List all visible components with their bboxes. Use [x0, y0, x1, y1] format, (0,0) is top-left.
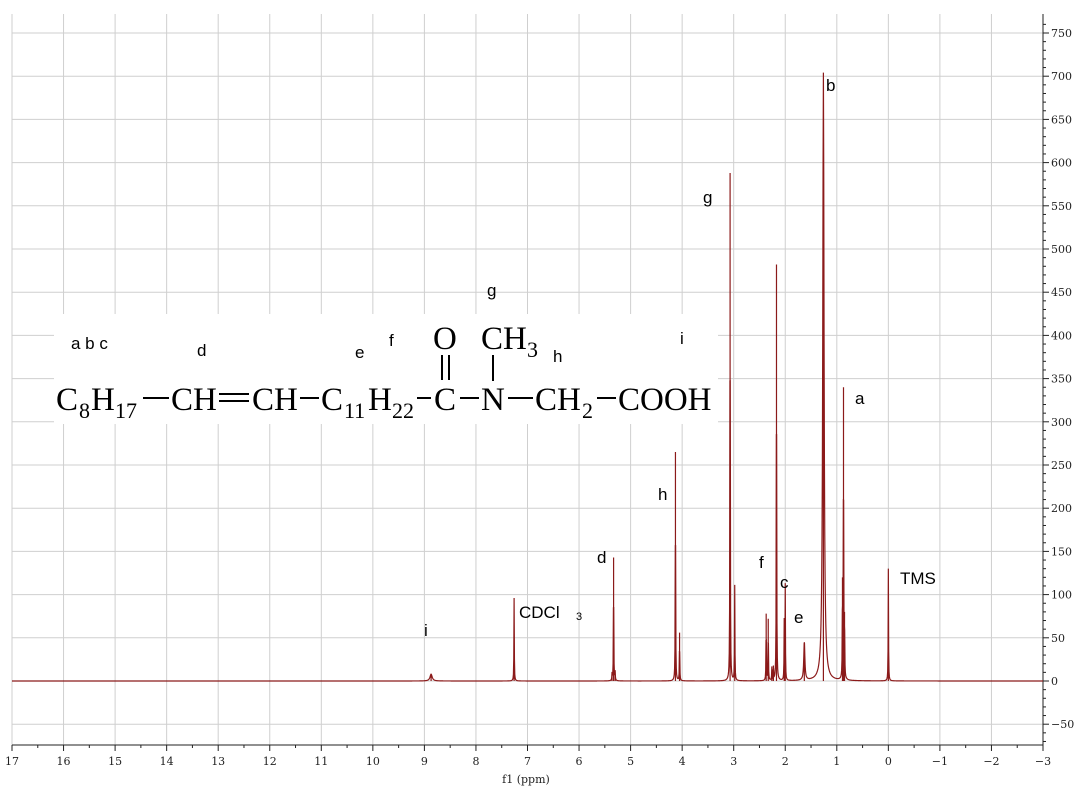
- formula-h17: H: [91, 382, 115, 418]
- x-axis-title: f1 (ppm): [502, 773, 550, 786]
- x-tick-label: 9: [421, 755, 428, 768]
- x-tick-label: 3: [730, 755, 737, 768]
- peak-label-f: f: [759, 553, 764, 572]
- x-tick-label: 15: [108, 755, 122, 768]
- peak-label-e: e: [794, 608, 803, 627]
- peak-labels: i CDCl 3 d h g fce b a TMS: [424, 76, 936, 640]
- y-tick-label: 150: [1051, 545, 1072, 558]
- x-tick-label: 6: [576, 755, 583, 768]
- atom-label-i: i: [680, 329, 684, 348]
- peak-label-a: a: [855, 389, 865, 408]
- atom-label-abc: a b c: [71, 334, 108, 353]
- formula-ch3-sub: 3: [527, 337, 538, 362]
- x-tick-label: 11: [314, 755, 328, 768]
- y-tick-label: 200: [1051, 502, 1072, 515]
- y-tick-label: −50: [1051, 718, 1074, 731]
- atom-label-g: g: [487, 281, 496, 300]
- y-tick-label: 50: [1051, 632, 1065, 645]
- formula-h17-sub: 17: [115, 398, 137, 423]
- formula-c8: C: [56, 382, 78, 418]
- formula-nitrogen: N: [481, 382, 505, 418]
- x-tick-label: 17: [5, 755, 19, 768]
- x-tick-label: 5: [627, 755, 634, 768]
- x-tick-label: 0: [885, 755, 892, 768]
- x-tick-label: 8: [472, 755, 479, 768]
- formula-h22: H: [368, 382, 392, 418]
- formula-oxygen: O: [433, 321, 457, 357]
- spectrum-line: [12, 72, 1043, 682]
- x-tick-label: 13: [211, 755, 225, 768]
- y-tick-label: 500: [1051, 243, 1072, 256]
- y-tick-label: 300: [1051, 416, 1072, 429]
- formula-c11: C: [321, 382, 343, 418]
- peak-label-i: i: [424, 621, 428, 640]
- formula-ch-1: CH: [171, 382, 217, 418]
- atom-label-f: f: [389, 331, 394, 350]
- y-tick-label: 350: [1051, 373, 1072, 386]
- formula-h22-sub: 22: [392, 398, 414, 423]
- x-tick-labels: 17 16 15 14 13 12 11 10 9 8 7 6 5 4 3 2 1 0 −1 −2 −3: [5, 755, 1051, 768]
- peak-label-tms: TMS: [900, 569, 936, 588]
- x-tick-label: 14: [160, 755, 174, 768]
- atom-label-d: d: [197, 341, 206, 360]
- formula-ch3: CH: [481, 321, 527, 357]
- formula-c8-sub: 8: [79, 398, 90, 423]
- formula-ch-2: CH: [252, 382, 298, 418]
- y-tick-label: 600: [1051, 157, 1072, 170]
- y-tick-label: 700: [1051, 70, 1072, 83]
- peak-label-c: c: [780, 573, 789, 592]
- y-tick-labels: −50 0 50 100 150 200 250 300 350 400 450 500 550 600 6…: [1051, 27, 1074, 731]
- y-tick-label: 550: [1051, 200, 1072, 213]
- x-tick-label: 12: [263, 755, 277, 768]
- axes: [11, 14, 1049, 751]
- y-tick-label: 0: [1051, 675, 1058, 688]
- x-tick-label: 4: [679, 755, 686, 768]
- formula-cooh: COOH: [618, 382, 712, 418]
- y-tick-label: 100: [1051, 589, 1072, 602]
- atom-label-h: h: [553, 347, 562, 366]
- peak-label-cdcl: CDCl: [519, 603, 560, 622]
- peak-label-d: d: [597, 548, 606, 567]
- x-tick-label: −1: [932, 755, 948, 768]
- x-tick-label: 7: [524, 755, 531, 768]
- molecular-structure: a b c d e f g h i C 8 H 17 CH CH C 11 H …: [54, 281, 718, 424]
- y-tick-label: 450: [1051, 286, 1072, 299]
- x-tick-label: −2: [983, 755, 999, 768]
- x-tick-label: 16: [57, 755, 71, 768]
- y-tick-label: 650: [1051, 113, 1072, 126]
- structure-background: [54, 314, 718, 424]
- x-tick-label: 2: [782, 755, 789, 768]
- formula-carbonyl-c: C: [434, 382, 456, 418]
- peak-label-h: h: [658, 485, 667, 504]
- x-tick-label: −3: [1035, 755, 1051, 768]
- x-tick-label: 10: [366, 755, 380, 768]
- x-tick-label: 1: [833, 755, 840, 768]
- y-tick-label: 250: [1051, 459, 1072, 472]
- peak-label-b: b: [826, 76, 835, 95]
- formula-ch2: CH: [535, 382, 581, 418]
- y-tick-label: 400: [1051, 329, 1072, 342]
- peak-label-subscript: 3: [576, 611, 582, 623]
- atom-label-e: e: [355, 343, 364, 362]
- y-tick-label: 750: [1051, 27, 1072, 40]
- formula-c11-sub: 11: [344, 398, 365, 423]
- formula-ch2-sub: 2: [582, 398, 593, 423]
- peak-label-g: g: [703, 188, 712, 207]
